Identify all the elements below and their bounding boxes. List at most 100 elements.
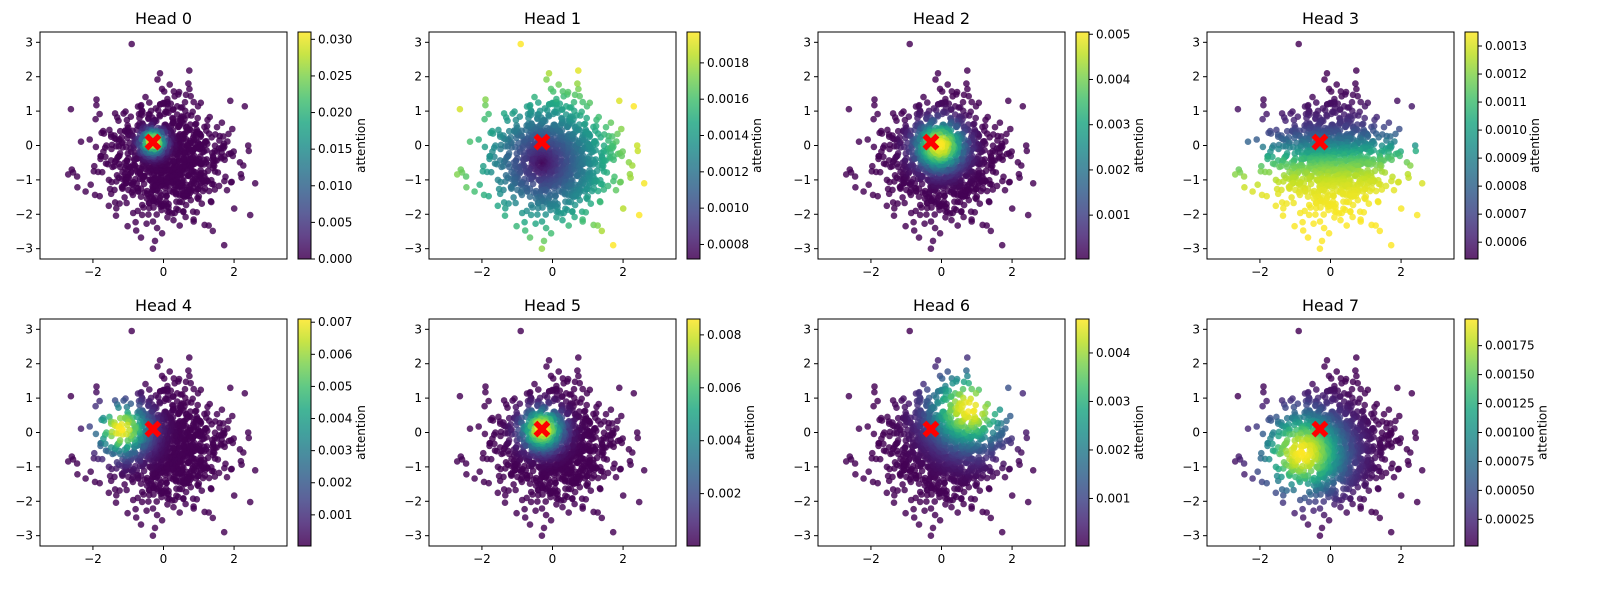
scatter-point [1347,208,1354,216]
scatter-point [162,198,170,205]
scatter-point [928,204,935,211]
scatter-point [1264,155,1271,163]
query-marker-stroke [1311,133,1329,151]
scatter-point [138,201,146,209]
scatter-point [903,186,910,194]
scatter-point [609,241,617,249]
x-tick-label: −2 [1251,265,1269,279]
scatter-point [611,173,618,181]
scatter-point [1412,147,1420,155]
scatter-point [1396,152,1404,160]
x-tick-label: −2 [84,265,102,279]
scatter-point [1291,222,1298,230]
scatter-point [994,137,1001,144]
x-tick-label: 2 [1397,265,1405,279]
scatter-point [518,209,526,217]
scatter-point [1263,192,1270,200]
scatter-point [1320,211,1327,218]
scatter-point [1267,130,1275,137]
y-tick-label: 0 [25,139,33,153]
scatter-point [227,97,234,105]
scatter-point [487,129,494,137]
scatter-point [153,211,160,218]
scatter-point [495,126,502,134]
scatter-point [485,110,492,118]
scatter-point [204,403,211,411]
scatter-point [845,105,853,113]
scatter-point [602,123,610,131]
scatter-point [500,110,508,117]
scatter-point [251,467,259,474]
y-tick-label: −3 [15,242,33,256]
scatter-point [1303,114,1310,122]
scatter-point [1253,136,1260,143]
scatter-point [93,388,100,396]
scatter-point [1349,201,1357,209]
scatter-point [132,462,139,470]
scatter-point [1299,218,1306,226]
scatter-point [952,123,960,130]
scatter-point [213,123,221,131]
scatter-point [1005,97,1012,105]
scatter-point [211,429,219,437]
scatter-point [227,466,235,473]
scatter-point [1360,209,1368,216]
scatter-point [116,150,124,157]
scatter-point [569,208,576,216]
scatter-point [592,146,599,154]
scatter-point [1312,204,1320,212]
scatter-point [541,105,549,112]
scatter-point [1357,218,1364,225]
scatter-point [1231,171,1239,178]
scatter-point [204,116,211,124]
scatter-point [979,185,987,192]
scatter-point [1357,98,1364,106]
scatter-point [158,230,166,237]
scatter-point [630,103,638,110]
scatter-points [64,327,259,539]
scatter-point [870,115,877,123]
y-tick-label: −3 [1182,242,1200,256]
scatter-point [121,194,128,201]
scatter-point [156,101,164,108]
scatter-point [1387,241,1395,249]
scatter-point [954,222,961,229]
colorbar-tick-label: 0.0018 [707,56,749,70]
scatter-point [156,357,164,364]
scatter-point [535,99,542,106]
colorbar-tick-label: 0.0008 [707,237,749,251]
scatter-point [69,169,77,176]
scatter-point [929,237,937,245]
scatter-point [244,429,252,436]
scatter-point [463,184,470,191]
scatter-point [527,211,535,219]
scatter-point [105,463,113,471]
scatter-point [1335,210,1343,217]
scatter-point [921,220,928,227]
scatter-point [194,390,202,397]
scatter-point [190,385,197,393]
scatter-point [184,172,191,180]
scatter-point [633,142,641,149]
scatter-point [229,412,236,420]
scatter-point [1005,179,1013,186]
scatter-point [1325,230,1333,237]
scatter-point [575,67,582,74]
scatter-point [609,133,616,140]
scatter-point [181,385,189,393]
scatter-point [186,354,193,361]
scatter-point [1296,191,1304,199]
subplot-head-0: Head 0−2 0 2−3−2−101230.0000.0050.0100.015… [15,9,368,279]
scatter-point [960,213,967,221]
scatter-point [480,162,487,170]
y-tick-label: −1 [793,173,811,187]
y-tick-label: −2 [793,207,811,221]
scatter-point [132,505,139,513]
scatter-point [991,123,999,131]
y-tick-label: 2 [414,70,422,84]
subplot-title: Head 4 [135,296,192,315]
scatter-point [902,222,909,230]
scatter-point [1244,138,1252,145]
colorbar-frame [686,31,701,260]
scatter-point [927,218,935,225]
